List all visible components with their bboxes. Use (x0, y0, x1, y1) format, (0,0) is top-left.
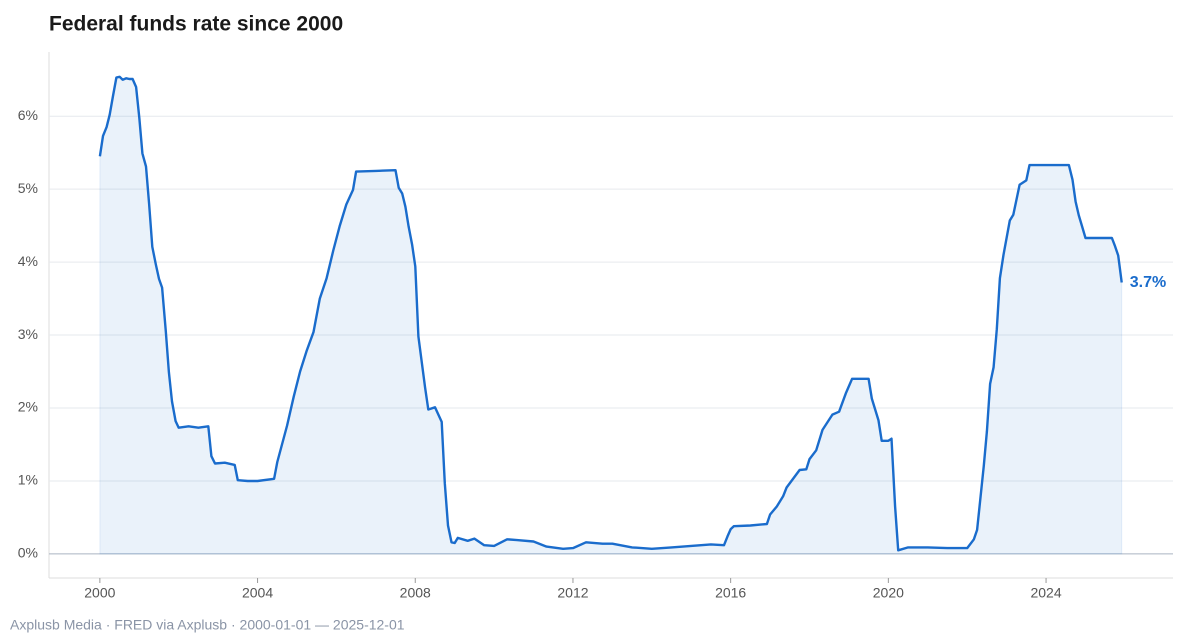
x-tick-label: 2020 (873, 585, 904, 601)
source-note: Axplusb Media · FRED via Axplusb · 2000-… (10, 617, 405, 633)
x-tick-label: 2016 (715, 585, 746, 601)
x-tick-label: 2000 (84, 585, 115, 601)
x-tick-label: 2012 (557, 585, 588, 601)
chart-title: Federal funds rate since 2000 (49, 13, 343, 36)
y-tick-label: 4% (18, 253, 38, 269)
y-tick-label: 2% (18, 399, 38, 415)
y-tick-label: 0% (18, 545, 38, 561)
x-tick-label: 2004 (242, 585, 273, 601)
x-tick-label: 2024 (1030, 585, 1061, 601)
area (99, 76, 1123, 555)
y-tick-label: 6% (18, 107, 38, 123)
x-tick-label: 2008 (400, 585, 431, 601)
y-tick-label: 3% (18, 326, 38, 342)
y-tick-label: 5% (18, 180, 38, 196)
line (98, 75, 1123, 552)
y-tick-label: 1% (18, 472, 38, 488)
end-label: 3.7% (1130, 274, 1166, 291)
